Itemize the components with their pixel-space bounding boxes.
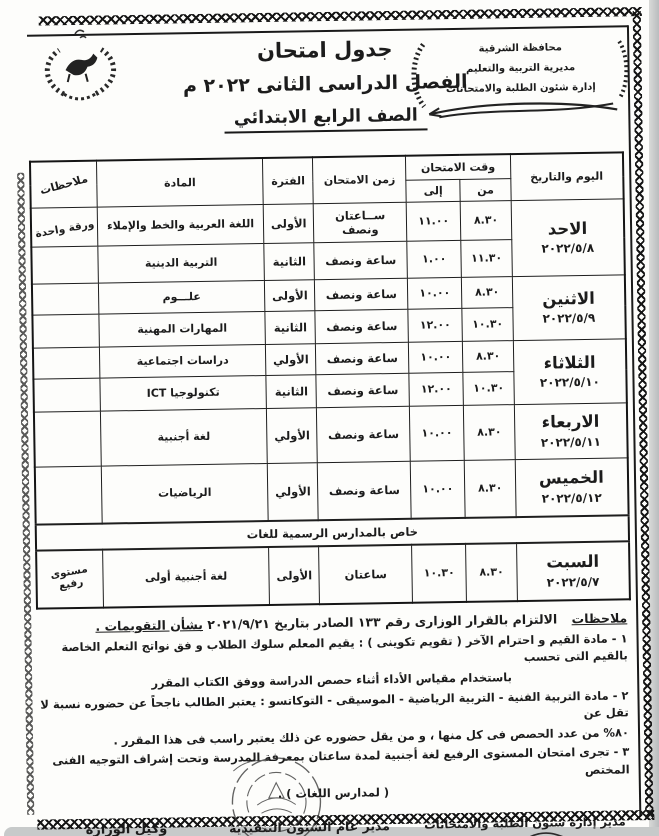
period-cell: الثانية xyxy=(264,310,316,345)
time-to-cell: ١٠.٣٠ xyxy=(411,543,467,603)
time-to-cell: ١٠.٠٠ xyxy=(409,404,465,461)
laurel-underline-icon xyxy=(428,102,618,119)
laurel-left-icon xyxy=(411,42,427,109)
note-cell xyxy=(33,410,102,467)
note-cell: مستوى رفيع xyxy=(36,549,104,609)
time-from-cell: ٨.٣٠ xyxy=(462,340,514,372)
governorate-horse-emblem-icon xyxy=(44,29,117,101)
table-row: الخميس ٢٠٢٢/٥/١٢ ٨.٣٠ ١٠.٠٠ ساعة ونصف ال… xyxy=(34,457,629,525)
time-from-cell: ٨.٣٠ xyxy=(460,200,512,240)
time-from-cell: ٨.٣٠ xyxy=(464,459,516,518)
duration-cell: ساعة ونصف xyxy=(316,372,410,408)
duration-cell: ساعة ونصف xyxy=(317,460,412,520)
notes-intro-emphasis: بشأن التقويمات . xyxy=(95,616,204,634)
exam-schedule-table: اليوم والتاريخ وقت الامتحان زمن الامتحان… xyxy=(28,151,631,610)
duration-cell: ساعة ونصف xyxy=(315,308,409,344)
time-from-cell: ٨.٣٠ xyxy=(465,542,518,602)
day-cell: الثلاثاء ٢٠٢٢/٥/١٠ xyxy=(513,338,627,405)
time-to-cell: ١٠.٠٠ xyxy=(407,276,463,309)
title-block: جدول امتحان الفصل الدراسى الثانى ٢٠٢٢ م … xyxy=(165,36,486,135)
col-time-header: وقت الامتحان xyxy=(405,154,511,180)
duration-cell: ساعة ونصف xyxy=(316,405,411,463)
note-cell xyxy=(32,313,100,348)
period-cell: الأولي xyxy=(267,462,319,521)
time-from-cell: ١٠.٣٠ xyxy=(462,307,514,341)
signature-block-student-affairs: مدير إدارة شئون الطلبة والامتحانات (عاطف… xyxy=(417,814,633,836)
subject-cell: لغة أجنبية xyxy=(100,407,268,466)
note-cell: ورقة واحدة xyxy=(30,206,98,247)
subject-cell: التربية الدينية xyxy=(97,243,265,283)
time-to-cell: ١٠.٠٠ xyxy=(408,340,464,373)
period-cell: الثانية xyxy=(263,242,315,281)
table-row: الاربعاء ٢٠٢٢/٥/١١ ٨.٣٠ ١٠.٠٠ ساعة ونصف … xyxy=(33,402,628,467)
letterhead: محافظة الشرقية مديرية التربية والتعليم إ… xyxy=(411,37,629,119)
time-from-cell: ٨.٣٠ xyxy=(463,404,515,460)
period-cell: الأولى xyxy=(263,203,315,244)
note-cell xyxy=(32,346,100,379)
duration-cell: ساعتان xyxy=(318,544,413,604)
subject-cell: لغة أجنبية أولى xyxy=(102,546,270,608)
table-row: السبت ٢٠٢٢/٥/٧ ٨.٣٠ ١٠.٣٠ ساعتان الأولى … xyxy=(36,540,630,609)
note-line: ١ - مادة القيم و احترام الآخر ( تقويم تك… xyxy=(61,631,628,664)
time-from-cell: ٨.٣٠ xyxy=(461,276,513,308)
day-cell: الخميس ٢٠٢٢/٥/١٢ xyxy=(514,457,629,517)
duration-cell: ساعة ونصف xyxy=(314,277,408,311)
note-cell xyxy=(34,465,103,525)
col-period-header: الفترة xyxy=(262,157,314,205)
time-to-cell: ١٢.٠٠ xyxy=(407,307,463,342)
note-cell xyxy=(33,377,101,412)
duration-cell: ســاعتان ونصف xyxy=(313,201,407,243)
subject-cell: علـــوم xyxy=(98,280,265,314)
subject-cell: تكنولوجيا ICT xyxy=(99,375,267,411)
subject-cell: الرياضيات xyxy=(101,462,269,524)
scan-edge-right xyxy=(649,0,659,836)
day-cell: الاثنين ٢٠٢٢/٥/٩ xyxy=(512,274,626,341)
duration-cell: ساعة ونصف xyxy=(314,240,408,280)
time-to-cell: ١٢.٠٠ xyxy=(408,371,464,406)
time-from-cell: ١٠.٣٠ xyxy=(463,371,515,405)
col-from-header: من xyxy=(460,178,511,201)
period-cell: الأولي xyxy=(265,343,317,376)
chain-border-top-icon xyxy=(38,7,642,26)
day-cell: الاحد ٢٠٢٢/٥/٨ xyxy=(510,198,625,277)
col-to-header: إلى xyxy=(405,178,461,202)
day-cell: الاربعاء ٢٠٢٢/٥/١١ xyxy=(514,402,628,460)
table-header-row: اليوم والتاريخ وقت الامتحان زمن الامتحان… xyxy=(29,152,624,208)
signature-squiggle-icon xyxy=(480,831,572,836)
subject-cell: اللغة العربية والخط والإملاء xyxy=(97,204,264,246)
laurel-right-icon xyxy=(617,40,629,99)
note-line: ٢ - مادة التربية الفنية - التربية الرياض… xyxy=(40,687,629,720)
col-day-header: اليوم والتاريخ xyxy=(510,152,624,201)
letterhead-line-1: محافظة الشرقية xyxy=(478,42,562,55)
period-cell: الأولي xyxy=(266,407,318,463)
document-header: محافظة الشرقية مديرية التربية والتعليم إ… xyxy=(0,29,656,157)
time-to-cell: ١٠.٠٠ xyxy=(410,459,466,519)
scan-edge-bottom xyxy=(4,827,659,836)
time-to-cell: ١.٠٠ xyxy=(406,239,462,278)
duration-cell: ساعة ونصف xyxy=(315,341,409,375)
notes-intro: الالتزام بالقرار الوزارى رقم ١٣٣ الصادر … xyxy=(207,610,558,632)
subject-cell: المهارات المهنية xyxy=(98,311,266,347)
note-cell xyxy=(31,282,99,315)
table-row: الاحد ٢٠٢٢/٥/٨ ٨.٣٠ ١١.٠٠ ســاعتان ونصف … xyxy=(30,198,625,277)
time-from-cell: ١١.٣٠ xyxy=(461,239,513,277)
note-cell xyxy=(31,245,99,284)
time-to-cell: ١١.٠٠ xyxy=(406,200,462,241)
subject-cell: دراسات اجتماعية xyxy=(99,344,266,378)
grade-title: الصف الرابع الابتدائي xyxy=(223,105,429,134)
period-cell: الثانية xyxy=(265,374,317,408)
page-title: جدول امتحان xyxy=(256,36,393,64)
period-cell: الأولى xyxy=(264,279,316,312)
day-cell: السبت ٢٠٢٢/٥/٧ xyxy=(516,540,630,601)
col-subject-header: المادة xyxy=(96,158,264,207)
signatures-section: مدير إدارة شئون الطلبة والامتحانات (عاطف… xyxy=(51,814,633,836)
notes-title: ملاحظات xyxy=(571,609,628,626)
col-duration-header: زمن الامتحان xyxy=(312,155,407,204)
period-cell: الأولى xyxy=(268,545,320,605)
official-round-stamp-icon xyxy=(231,757,322,836)
col-notes-header: ملاحظات xyxy=(29,160,98,208)
